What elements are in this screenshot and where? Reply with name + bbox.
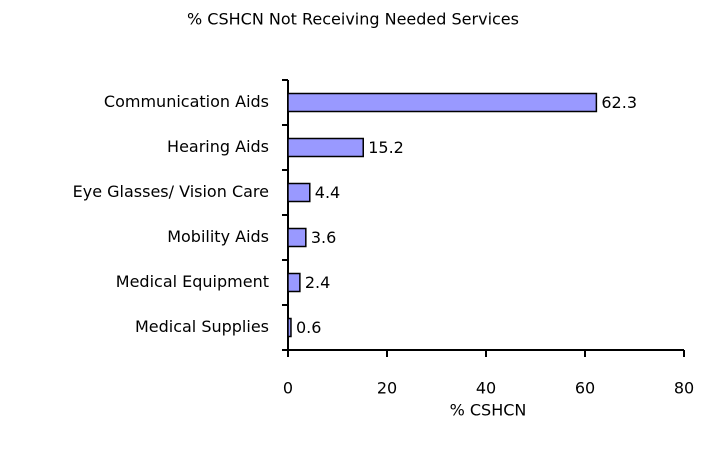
value-label: 4.4	[315, 183, 340, 202]
bar	[287, 227, 307, 248]
x-tick-label: 60	[575, 379, 595, 398]
y-tick-label: Communication Aids	[104, 92, 269, 111]
x-tick-label: 40	[476, 379, 496, 398]
y-tick-label: Hearing Aids	[167, 137, 269, 156]
y-tick-label: Eye Glasses/ Vision Care	[73, 182, 269, 201]
bar	[287, 272, 301, 293]
x-tick-label: 0	[283, 379, 293, 398]
value-label: 62.3	[601, 93, 637, 112]
value-label: 0.6	[296, 318, 321, 337]
value-label: 2.4	[305, 273, 330, 292]
x-axis-label: % CSHCN	[450, 401, 527, 420]
value-label: 3.6	[311, 228, 336, 247]
bar	[287, 92, 598, 113]
y-tick-label: Medical Supplies	[135, 317, 269, 336]
bar	[287, 182, 311, 203]
y-tick-label: Medical Equipment	[116, 272, 269, 291]
y-tick-label: Mobility Aids	[167, 227, 269, 246]
bar	[287, 317, 292, 338]
chart-title: % CSHCN Not Receiving Needed Services	[187, 10, 519, 29]
x-tick-label: 20	[377, 379, 397, 398]
bar	[287, 137, 364, 158]
value-label: 15.2	[368, 138, 404, 157]
x-tick-label: 80	[674, 379, 694, 398]
